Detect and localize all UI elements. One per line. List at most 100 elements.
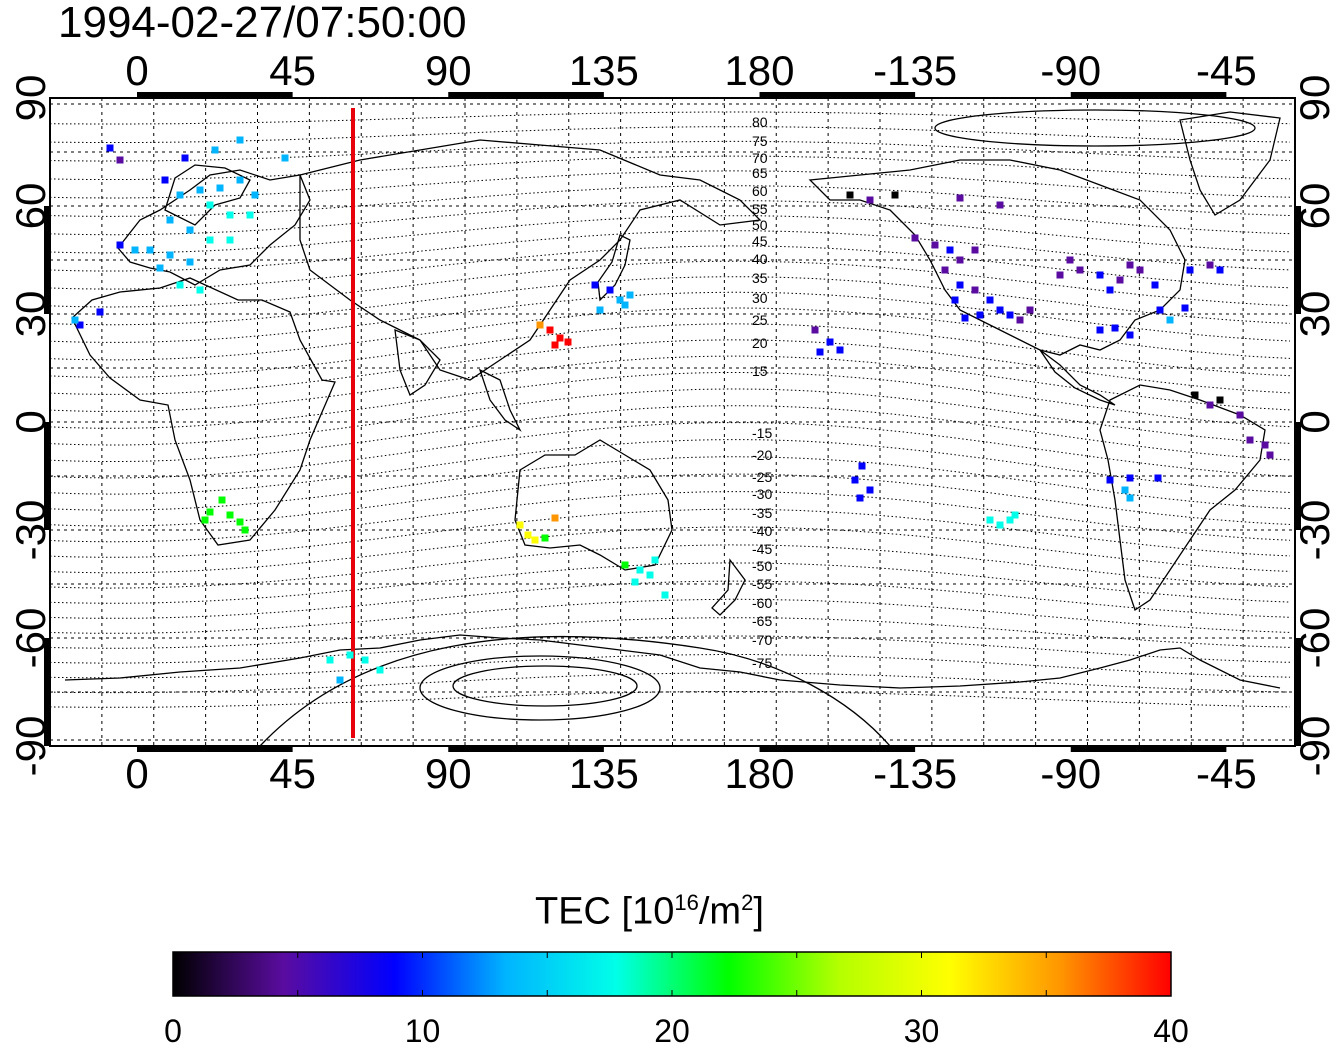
left-y-tick-labels: 90 60 30 0 -30 -60 -90 xyxy=(7,75,54,777)
coast-japan xyxy=(597,234,631,302)
x-tick-label-top: 0 xyxy=(125,47,148,94)
tec-point xyxy=(251,191,259,199)
axis-tick-bars xyxy=(44,92,1301,752)
axis-bar-bottom xyxy=(448,746,604,752)
contour-label: -65 xyxy=(752,613,772,629)
tec-point xyxy=(1116,276,1124,284)
coast-india xyxy=(394,328,441,396)
colorbar-tick-label: 30 xyxy=(904,1013,940,1048)
contour-label: 65 xyxy=(752,165,768,181)
y-tick-label-left: -60 xyxy=(7,608,54,669)
mag-lat-contour xyxy=(49,580,1291,619)
tec-point xyxy=(596,306,604,314)
tec-point xyxy=(551,341,559,349)
tec-point xyxy=(226,211,234,219)
tec-point xyxy=(636,566,644,574)
mag-lat-contour xyxy=(49,200,1291,236)
coast-central-america xyxy=(1039,349,1116,406)
tec-point xyxy=(996,306,1004,314)
tec-point xyxy=(336,676,344,684)
mag-lat-contour xyxy=(49,276,1291,326)
mag-lat-contour xyxy=(49,260,1291,308)
tec-point xyxy=(186,226,194,234)
mag-lat-contour xyxy=(49,291,1291,343)
tec-point xyxy=(646,571,654,579)
tec-point xyxy=(536,321,544,329)
y-tick-label-right: -60 xyxy=(1291,608,1338,669)
mag-lat-contour xyxy=(49,111,1291,125)
south-polar-inner-contour xyxy=(452,665,638,707)
tec-point xyxy=(631,578,639,586)
tec-point xyxy=(1216,396,1224,404)
tec-point xyxy=(1066,256,1074,264)
x-tick-label-top: -45 xyxy=(1196,47,1257,94)
contour-label: -35 xyxy=(752,505,772,521)
axis-bar-right xyxy=(1295,206,1301,314)
tec-point xyxy=(606,286,614,294)
x-tick-label-bottom: 180 xyxy=(724,750,794,797)
tec-point xyxy=(856,494,864,502)
tec-point xyxy=(961,314,969,322)
tec-point xyxy=(1136,266,1144,274)
contour-label: -40 xyxy=(752,523,772,539)
tec-point xyxy=(106,144,114,152)
x-tick-label-top: 135 xyxy=(569,47,639,94)
tec-point xyxy=(1206,261,1214,269)
tec-point xyxy=(996,521,1004,529)
x-tick-label-bottom: -90 xyxy=(1040,750,1101,797)
colorbar-tick-label: 20 xyxy=(654,1013,690,1048)
tec-point xyxy=(661,591,669,599)
tec-point xyxy=(866,486,874,494)
tec-point xyxy=(156,264,164,272)
mag-lat-contour xyxy=(49,155,1291,180)
mag-lat-contour xyxy=(49,126,1291,143)
tec-point xyxy=(811,326,819,334)
tec-point xyxy=(621,561,629,569)
tec-point xyxy=(1186,266,1194,274)
tec-point xyxy=(76,321,84,329)
tec-point xyxy=(1191,391,1199,399)
contour-label: -75 xyxy=(752,655,772,671)
x-tick-label-top: -135 xyxy=(873,47,957,94)
tec-point xyxy=(858,462,866,470)
tec-point xyxy=(851,476,859,484)
tec-point xyxy=(826,338,834,346)
tec-point xyxy=(546,326,554,334)
contour-label: 75 xyxy=(752,133,768,149)
tec-point xyxy=(1261,441,1269,449)
tec-point xyxy=(166,216,174,224)
coast-scandinavia xyxy=(164,164,251,226)
axis-bar-bottom xyxy=(759,746,916,752)
tec-point xyxy=(1096,326,1104,334)
coast-asia xyxy=(299,139,762,381)
y-tick-label-left: 90 xyxy=(7,75,54,122)
tec-point xyxy=(1006,311,1014,319)
x-tick-label-bottom: 90 xyxy=(425,750,472,797)
mag-lat-contour xyxy=(49,598,1291,634)
axis-bar-bottom xyxy=(1070,746,1227,752)
colorbar-tick-label: 0 xyxy=(164,1013,182,1048)
mag-lat-contour xyxy=(49,672,1291,694)
y-tick-label-right: -90 xyxy=(1291,716,1338,777)
tec-point xyxy=(1106,286,1114,294)
tec-point xyxy=(516,521,524,529)
mag-lat-contour xyxy=(49,544,1291,589)
tec-point xyxy=(206,201,214,209)
y-tick-label-left: -90 xyxy=(7,716,54,777)
tec-point xyxy=(931,241,939,249)
south-polar-outer-contour xyxy=(419,655,661,721)
y-tick-label-left: 30 xyxy=(7,291,54,338)
x-tick-label-top: -90 xyxy=(1040,47,1101,94)
tec-point xyxy=(161,176,169,184)
tec-point xyxy=(1181,304,1189,312)
contour-label: -20 xyxy=(752,447,772,463)
tec-point xyxy=(116,241,124,249)
mag-lat-contour xyxy=(49,140,1291,162)
tec-point xyxy=(541,534,549,542)
north-polar-contour xyxy=(934,109,1256,147)
tec-point xyxy=(1126,331,1134,339)
y-tick-label-right: 60 xyxy=(1291,183,1338,230)
tec-point xyxy=(241,526,249,534)
mag-lat-contour xyxy=(49,617,1291,649)
